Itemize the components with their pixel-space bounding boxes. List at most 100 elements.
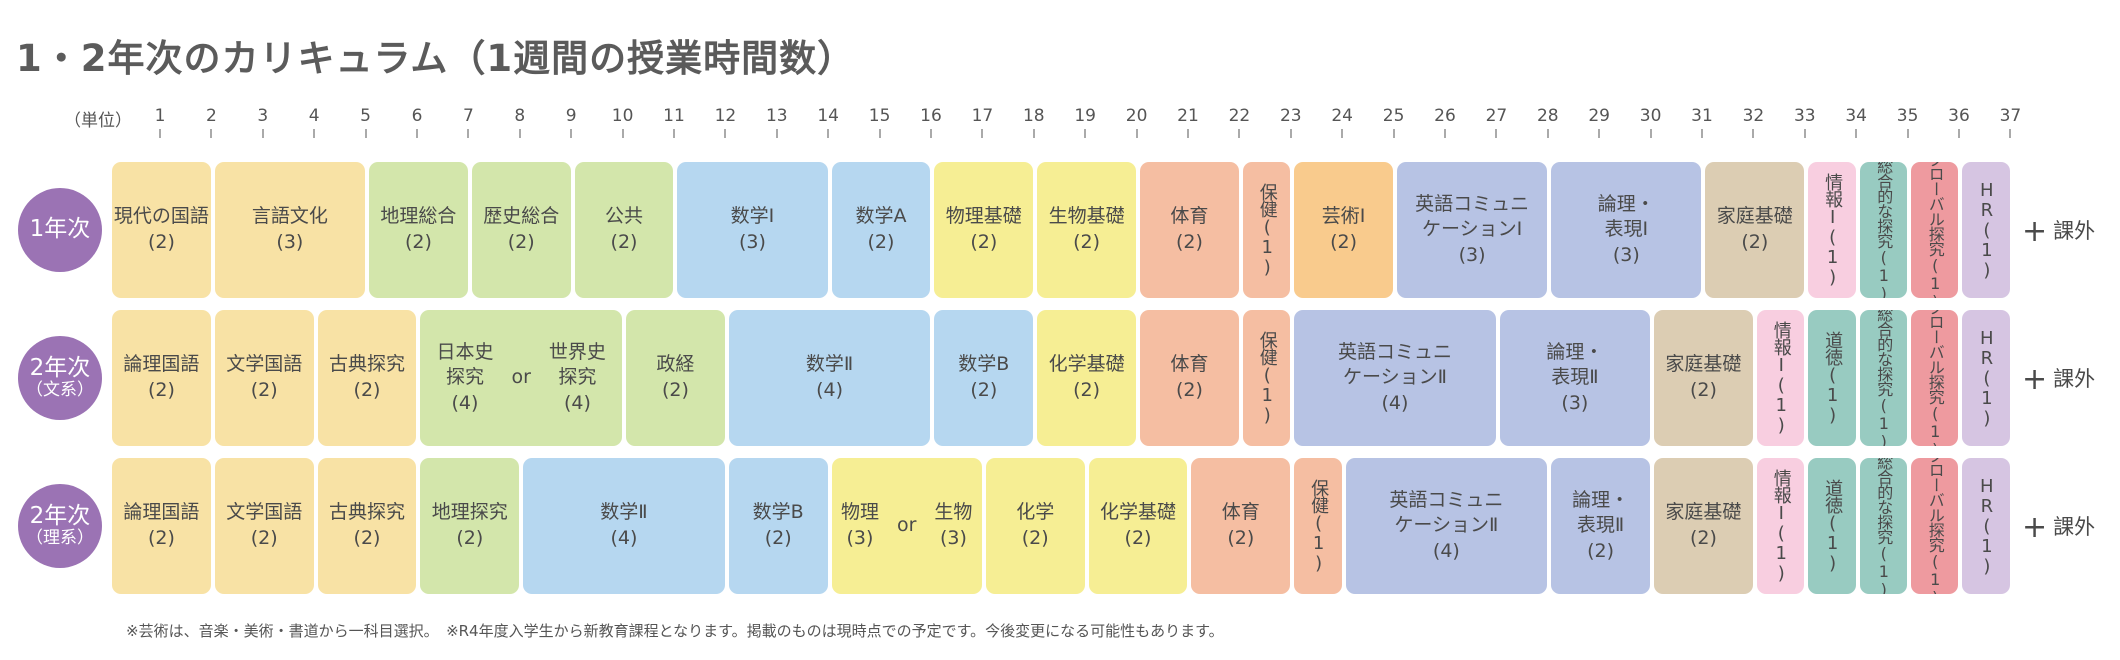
- subject-cell: 日本史 探究 (4) or 世界史 探究 (4): [420, 310, 622, 446]
- ruler-tick-mark: [1135, 129, 1138, 138]
- subject-label: 総合的な探究(1): [1874, 162, 1894, 298]
- ruler-tick-mark: [2009, 129, 2012, 138]
- subject-cell: 芸術Ⅰ (2): [1294, 162, 1393, 298]
- subject-label: 地理探究 (2): [431, 501, 508, 549]
- subject-cell: 物理基礎 (2): [934, 162, 1034, 298]
- subject-cell: 論理・ 表現Ⅰ (3): [1551, 162, 1702, 298]
- ruler-tick-label: 22: [1228, 106, 1251, 126]
- subject-label: 文学国語 (2): [226, 353, 303, 401]
- ruler-tick-label: 20: [1125, 106, 1148, 126]
- subject-cell: 英語コミュニ ケーションⅠ (3): [1397, 162, 1548, 298]
- subject-label: グローバル探究(1): [1925, 458, 1945, 594]
- ruler-tick-mark: [1752, 129, 1755, 138]
- ruler-tick-mark: [878, 129, 881, 138]
- subject-label: 古典探究 (2): [328, 501, 405, 549]
- subject-cell: 保健(1): [1242, 162, 1291, 298]
- subject-cell: 総合的な探究(1): [1859, 310, 1907, 446]
- ruler-tick-mark: [1546, 129, 1549, 138]
- ruler-tick-mark: [1444, 129, 1446, 138]
- ruler-tick-label: 36: [1948, 106, 1970, 126]
- subject-label: 論理・ 表現Ⅰ (3): [1597, 192, 1655, 266]
- subject-cell: 数学Ⅱ (4): [728, 310, 931, 446]
- subject-label: 総合的な探究(1): [1874, 310, 1894, 446]
- ruler-tick-label: 30: [1639, 106, 1662, 126]
- subject-cell: 体育 (2): [1140, 162, 1239, 298]
- elective-option: 世界史 探究 (4): [548, 340, 606, 414]
- ruler-tick-mark: [416, 129, 418, 138]
- subject-label: 論理・ 表現Ⅱ (2): [1572, 488, 1630, 562]
- subject-cell: 数学A (2): [831, 162, 931, 298]
- plus-icon: +: [2022, 510, 2048, 545]
- or-label: or: [896, 514, 917, 537]
- row-label: 2年次: [29, 503, 91, 529]
- subject-cell: 数学B (2): [728, 458, 828, 594]
- ruler-tick-mark: [1495, 129, 1498, 138]
- elective-option: 生物 (3): [934, 501, 973, 549]
- ruler-tick-mark: [724, 129, 727, 138]
- subject-cell: 古典探究 (2): [317, 310, 417, 446]
- subject-cell: 英語コミュニ ケーションⅡ (4): [1294, 310, 1496, 446]
- subject-label: 数学B (2): [752, 501, 804, 549]
- ruler-tick-mark: [775, 129, 778, 138]
- ruler-tick-mark: [1187, 129, 1189, 138]
- subject-label: 数学Ⅱ (4): [805, 353, 854, 401]
- subject-label: 歴史総合 (2): [483, 205, 560, 253]
- subject-cell: 歴史総合 (2): [471, 162, 571, 298]
- subject-cell: HR(1): [1962, 310, 2010, 446]
- subject-label: 芸術Ⅰ (2): [1321, 205, 1366, 253]
- subject-cell: グローバル探究(1): [1911, 310, 1959, 446]
- ruler-tick-mark: [467, 129, 470, 138]
- ruler-tick-label: 9: [565, 106, 577, 126]
- subject-label: HR(1): [1976, 476, 1998, 576]
- elective-choice: 物理 (3) or 生物 (3): [832, 500, 982, 551]
- subject-label: 体育 (2): [1170, 353, 1209, 401]
- ruler-tick-mark: [1238, 129, 1241, 138]
- subject-cell: 現代の国語 (2): [112, 162, 211, 298]
- ruler-tick-label: 7: [462, 106, 474, 126]
- ruler-tick-label: 24: [1331, 106, 1353, 126]
- ruler-tick-label: 16: [920, 106, 942, 126]
- subject-label: 英語コミュニ ケーションⅡ (4): [1389, 488, 1504, 562]
- subject-label: 論理・ 表現Ⅱ (3): [1546, 340, 1604, 414]
- extracurricular-note: + 課外: [2022, 510, 2095, 545]
- subject-label: 情報Ⅰ(1): [1770, 469, 1792, 583]
- row-label-badge: 2年次 （理系）: [18, 484, 102, 568]
- ruler-tick-label: 3: [257, 106, 269, 126]
- subject-cell: 化学基礎 (2): [1088, 458, 1188, 594]
- subject-label: 数学A (2): [855, 205, 907, 253]
- subject-label: 家庭基礎 (2): [1665, 353, 1742, 401]
- ruler-tick-label: 29: [1588, 106, 1610, 126]
- subject-cell: グローバル探究(1): [1911, 458, 1959, 594]
- ruler-tick-mark: [673, 129, 675, 138]
- subject-cell: 論理国語 (2): [112, 310, 211, 446]
- ruler-tick-label: 18: [1022, 106, 1045, 126]
- subject-label: 地理総合 (2): [380, 205, 457, 253]
- ruler-tick-label: 25: [1382, 106, 1405, 126]
- ruler-tick-label: 37: [1999, 106, 2022, 126]
- subject-label: 総合的な探究(1): [1874, 458, 1894, 594]
- ruler-unit-label: （単位）: [64, 111, 132, 131]
- subject-cell: 体育 (2): [1191, 458, 1291, 594]
- subject-cell: 化学 (2): [985, 458, 1085, 594]
- ruler-tick-mark: [1906, 129, 1909, 138]
- ruler-tick-mark: [570, 129, 573, 138]
- ruler-tick-label: 14: [817, 106, 839, 126]
- ruler-tick-label: 13: [765, 106, 788, 126]
- subject-label: 保健(1): [1308, 479, 1330, 573]
- subject-cell: 家庭基礎 (2): [1654, 458, 1753, 594]
- subject-cell: 論理・ 表現Ⅱ (3): [1499, 310, 1650, 446]
- ruler-tick-label: 6: [411, 106, 423, 126]
- subject-label: 情報Ⅰ(1): [1822, 173, 1844, 287]
- subject-cell: 体育 (2): [1140, 310, 1239, 446]
- subject-cell: 総合的な探究(1): [1859, 458, 1907, 594]
- subject-label: 数学B (2): [958, 353, 1010, 401]
- ruler-tick-mark: [1289, 129, 1292, 138]
- subject-label: HR(1): [1976, 328, 1998, 428]
- ruler-tick-label: 2: [205, 106, 217, 126]
- subject-label: 保健(1): [1256, 331, 1278, 425]
- subject-label: 論理国語 (2): [123, 501, 200, 549]
- subject-label: HR(1): [1976, 180, 1998, 280]
- subject-cell: グローバル探究(1): [1911, 162, 1959, 298]
- subject-label: 生物基礎 (2): [1048, 205, 1125, 253]
- footnote: ※芸術は、音楽・美術・書道から一科目選択。 ※R4年度入学生から新教育課程となり…: [126, 622, 1224, 640]
